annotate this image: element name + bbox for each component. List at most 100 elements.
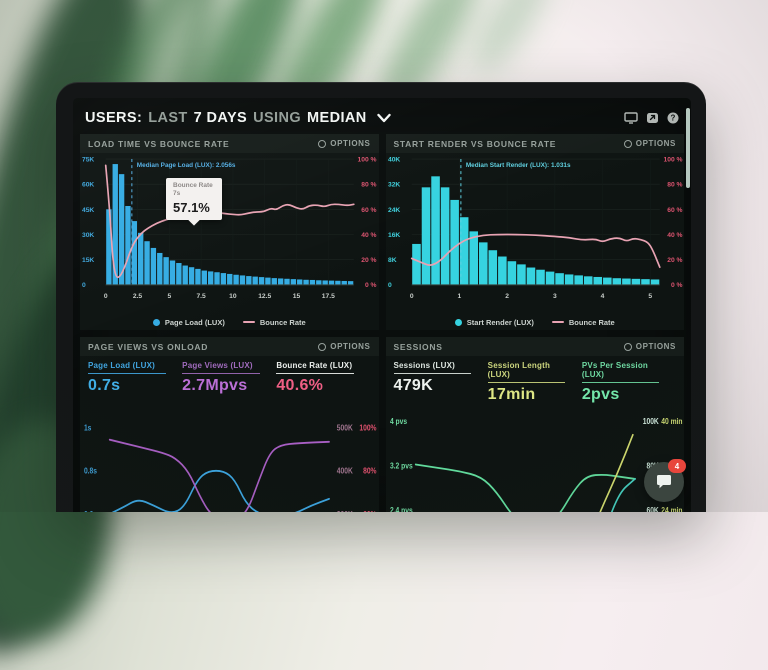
tooltip-value: 57.1% [173, 199, 210, 215]
panel-page-views-titlebar: PAGE VIEWS VS ONLOAD OPTIONS [80, 337, 379, 356]
legend-item[interactable]: Page Load (LUX) [152, 318, 225, 327]
svg-text:0 %: 0 % [670, 282, 682, 289]
panel-sessions-titlebar: SESSIONS OPTIONS [385, 337, 684, 356]
svg-text:12.5: 12.5 [258, 293, 271, 300]
svg-text:2.5: 2.5 [133, 293, 143, 300]
svg-text:500K: 500K [337, 423, 354, 433]
svg-text:300K: 300K [337, 509, 354, 512]
panel-start-render-titlebar: START RENDER VS BOUNCE RATE OPTIONS [385, 134, 684, 153]
svg-text:2: 2 [505, 293, 509, 300]
start-render-chart[interactable]: 40K 100 % 32K 80 % 24K 60 % 16K 40 % 8K 20 % 0 0 % M… [386, 153, 685, 314]
svg-text:0: 0 [82, 282, 86, 289]
gear-icon [623, 139, 632, 148]
display-icon[interactable] [624, 112, 638, 124]
median-label: Median Page Load (LUX): 2.056s [137, 162, 236, 169]
series-line [598, 433, 634, 512]
metric-sessions: Sessions (LUX) 479K [393, 361, 488, 404]
bounce-rate-line [104, 164, 355, 279]
svg-text:0 %: 0 % [365, 282, 377, 289]
svg-text:17.5: 17.5 [322, 293, 335, 300]
scrollbar-thumb[interactable] [686, 108, 690, 188]
svg-text:100K: 100K [642, 416, 659, 426]
svg-text:15K: 15K [82, 257, 94, 264]
onload-chart[interactable]: 1s500K100%0.8s400K80%0.6s300K60%0.4s200K… [80, 403, 379, 512]
svg-text:5: 5 [167, 293, 171, 300]
svg-text:80 %: 80 % [667, 182, 682, 189]
legend-dash [551, 321, 564, 323]
svg-text:60%: 60% [363, 509, 377, 512]
series-line [111, 469, 330, 512]
svg-text:0: 0 [104, 293, 108, 300]
metric-session-length: Session Length (LUX) 17min [487, 361, 582, 404]
svg-text:20 %: 20 % [667, 257, 682, 264]
legend-item[interactable]: Bounce Rate [242, 318, 306, 327]
options-button[interactable]: OPTIONS [318, 139, 370, 148]
help-icon[interactable]: ? [667, 112, 679, 124]
svg-text:8K: 8K [387, 257, 396, 264]
panel-load-time-titlebar: LOAD TIME VS BOUNCE RATE OPTIONS [80, 134, 379, 153]
svg-text:80%: 80% [363, 466, 377, 476]
svg-text:16K: 16K [387, 232, 399, 239]
panel-title: LOAD TIME VS BOUNCE RATE [88, 138, 230, 149]
panel-page-views: PAGE VIEWS VS ONLOAD OPTIONS Page Load (… [80, 337, 379, 512]
svg-text:15: 15 [293, 293, 301, 300]
header-aggregation[interactable]: MEDIAN [307, 110, 367, 126]
svg-text:20 %: 20 % [361, 257, 376, 264]
panel-title: START RENDER VS BOUNCE RATE [393, 138, 557, 149]
svg-text:0: 0 [387, 282, 391, 289]
svg-text:100 %: 100 % [358, 156, 377, 163]
chat-unread-badge: 4 [668, 459, 686, 473]
panel-title: PAGE VIEWS VS ONLOAD [88, 341, 209, 352]
monitor: USERS: LAST 7 DAYS USING MEDIAN ? [56, 82, 706, 512]
metric-bounce-rate: Bounce Rate (LUX) 40.6% [276, 361, 354, 394]
svg-text:4 pvs: 4 pvs [389, 416, 406, 426]
svg-text:100 %: 100 % [663, 156, 682, 163]
header-last: LAST [148, 110, 188, 126]
options-button[interactable]: OPTIONS [623, 342, 676, 351]
svg-text:80 %: 80 % [361, 182, 376, 189]
legend-dot [152, 318, 160, 326]
svg-text:75K: 75K [82, 156, 94, 163]
metric-page-views: Page Views (LUX) 2.7Mpvs [182, 361, 276, 403]
chevron-down-icon[interactable] [376, 113, 391, 123]
chat-button[interactable]: 4 [644, 459, 686, 502]
svg-text:60K: 60K [646, 505, 659, 512]
load-time-chart[interactable]: Bounce Rate 7s 57.1% 75K 100 % 60K 80 % 45K 6… [80, 153, 379, 314]
svg-text:1: 1 [457, 293, 461, 300]
svg-text:24K: 24K [387, 207, 399, 214]
tooltip-series-label: Bounce Rate [173, 182, 213, 189]
chart-load-time-svg: 75K 100 % 60K 80 % 45K 60 % 30K 40 % 15K 20 % 0 0 %… [82, 156, 377, 300]
share-icon[interactable] [646, 112, 659, 124]
svg-text:3: 3 [552, 293, 556, 300]
header-users: USERS: [85, 110, 143, 126]
plant-leaf [459, 0, 561, 81]
header-using: USING [253, 110, 302, 126]
legend-dot [454, 318, 462, 326]
options-button[interactable]: OPTIONS [623, 139, 676, 148]
header-range[interactable]: 7 DAYS [193, 110, 248, 126]
svg-text:30K: 30K [82, 232, 94, 239]
dashboard-screen: USERS: LAST 7 DAYS USING MEDIAN ? [73, 98, 691, 512]
bounce-rate-tooltip: Bounce Rate 7s 57.1% [166, 178, 222, 220]
svg-text:3.2 pvs: 3.2 pvs [389, 461, 412, 471]
series-line [414, 463, 636, 512]
svg-text:0.8s: 0.8s [84, 466, 97, 476]
dashboard-header: USERS: LAST 7 DAYS USING MEDIAN ? [73, 98, 691, 134]
svg-text:32K: 32K [387, 182, 399, 189]
legend-item[interactable]: Bounce Rate [551, 318, 615, 327]
svg-text:2.4 pvs: 2.4 pvs [389, 505, 412, 512]
tooltip-x-label: 7s [173, 190, 181, 198]
svg-text:4: 4 [600, 293, 604, 300]
median-label: Median Start Render (LUX): 1.031s [465, 162, 570, 169]
series-line [108, 438, 330, 512]
svg-text:7.5: 7.5 [196, 293, 206, 300]
page-views-metrics: Page Load (LUX) 0.7s Page Views (LUX) 2.… [80, 356, 379, 403]
options-button[interactable]: OPTIONS [318, 342, 370, 351]
panel-grid: LOAD TIME VS BOUNCE RATE OPTIONS Bounce … [80, 134, 684, 512]
svg-text:0: 0 [409, 293, 413, 300]
chart-onload-svg: 1s500K100%0.8s400K80%0.6s300K60%0.4s200K… [84, 423, 377, 512]
svg-text:45K: 45K [82, 207, 94, 214]
legend-item[interactable]: Start Render (LUX) [454, 318, 534, 327]
